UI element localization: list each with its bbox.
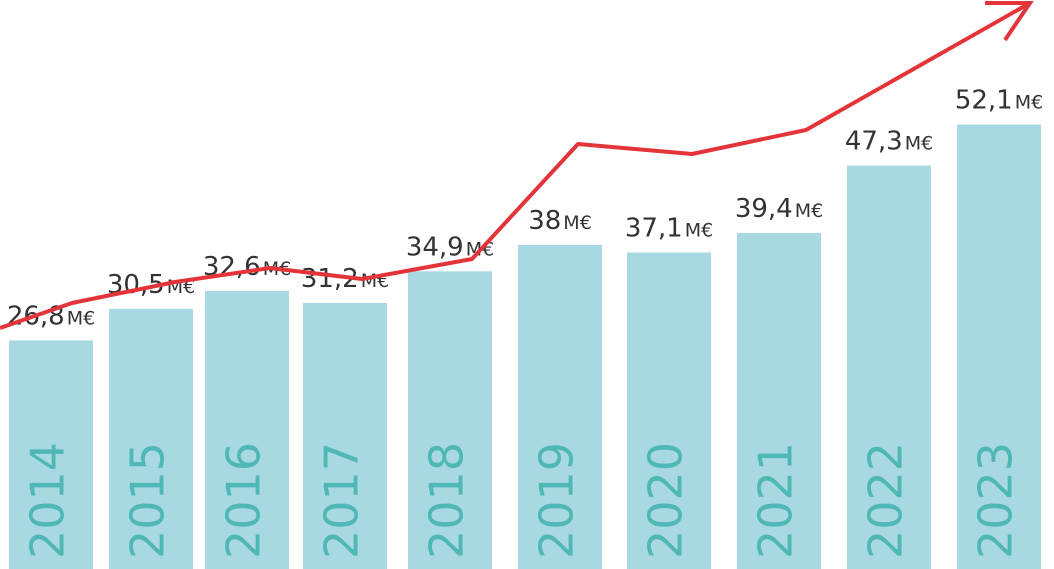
year-labels-group: 2014 2015 2016 2017 2018 2019 2020 2021 2022 2023 <box>21 442 1023 559</box>
bar-2019 <box>518 244 602 569</box>
value-label-2014: 26,8 M€ <box>7 301 95 331</box>
bar-2021 <box>737 232 821 569</box>
trend-arrow-head <box>985 1 1034 42</box>
trend-line-group <box>0 1 1034 330</box>
trend-line <box>0 1 1031 330</box>
value-label-2020: 37,1 M€ <box>625 214 713 244</box>
value-label-2022: 47,3 M€ <box>845 127 933 157</box>
value-label-2021: 39,4 M€ <box>735 194 823 224</box>
bar-2018 <box>408 271 492 569</box>
year-label-2014: 2014 <box>21 442 75 559</box>
year-label-2019: 2019 <box>530 442 584 559</box>
value-label-2019: 38 M€ <box>528 206 592 236</box>
year-label-2017: 2017 <box>315 442 369 559</box>
bar-2022 <box>847 165 931 569</box>
value-label-2023: 52,1 M€ <box>955 86 1043 116</box>
year-label-2018: 2018 <box>420 442 474 559</box>
bar-2020 <box>627 252 711 569</box>
bar-2015 <box>109 308 193 569</box>
year-label-2022: 2022 <box>859 442 913 559</box>
year-label-2015: 2015 <box>121 442 175 559</box>
year-label-2020: 2020 <box>639 442 693 559</box>
year-label-2016: 2016 <box>217 442 271 559</box>
bar-2017 <box>303 302 387 569</box>
bar-2016 <box>205 290 289 569</box>
bars-group <box>9 124 1041 569</box>
bar-2023 <box>957 124 1041 569</box>
year-label-2021: 2021 <box>749 442 803 559</box>
value-label-2015: 30,5 M€ <box>107 270 195 300</box>
year-label-2023: 2023 <box>969 442 1023 559</box>
bar-2014 <box>9 340 93 569</box>
